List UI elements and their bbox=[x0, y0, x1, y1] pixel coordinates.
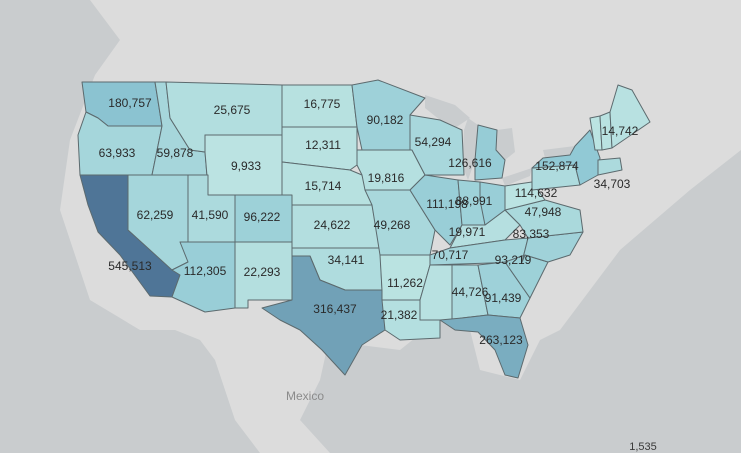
value-label-tn: 70,717 bbox=[431, 248, 469, 262]
pacific-ocean bbox=[0, 0, 260, 453]
value-label-tx: 316,437 bbox=[313, 302, 357, 316]
lake-erie bbox=[502, 168, 532, 186]
value-label-ky: 19,971 bbox=[448, 225, 486, 239]
value-label-sc: 93,219 bbox=[494, 253, 532, 267]
state-ga[interactable] bbox=[477, 261, 531, 319]
state-ma[interactable] bbox=[597, 157, 623, 176]
state-sd[interactable] bbox=[281, 126, 358, 171]
value-label-mo: 49,268 bbox=[373, 218, 411, 232]
value-label-nm: 22,293 bbox=[243, 265, 281, 279]
state-tx[interactable] bbox=[261, 255, 386, 376]
value-label-nd: 16,775 bbox=[303, 97, 341, 111]
value-label-id: 59,878 bbox=[156, 146, 194, 160]
value-label-va: 47,948 bbox=[524, 205, 562, 219]
states-layer bbox=[77, 79, 651, 379]
value-label-nv: 62,259 bbox=[136, 208, 174, 222]
value-label-ny: 152,874 bbox=[535, 159, 579, 173]
state-oh[interactable] bbox=[479, 181, 506, 226]
value-label-ne: 15,714 bbox=[304, 179, 342, 193]
value-label-in: 88,991 bbox=[455, 194, 493, 208]
value-label-wy: 9,933 bbox=[230, 159, 262, 173]
lake-superior bbox=[425, 95, 470, 128]
value-label-or: 63,933 bbox=[98, 146, 136, 160]
value-label-fl: 263,123 bbox=[479, 333, 523, 347]
value-label-il: 111,198 bbox=[426, 197, 468, 211]
lake-michigan bbox=[462, 118, 478, 180]
value-label-ia: 19,816 bbox=[367, 171, 405, 185]
state-fl[interactable] bbox=[439, 314, 529, 379]
atlantic-gulf-water bbox=[300, 150, 741, 453]
value-label-me: 14,742 bbox=[601, 124, 639, 138]
value-label-la: 21,382 bbox=[380, 308, 418, 322]
place-label-mexico: Mexico bbox=[285, 389, 325, 403]
value-label-ga: 91,439 bbox=[484, 291, 522, 305]
value-label-sd: 12,311 bbox=[305, 138, 341, 152]
value-label-mi: 126,616 bbox=[448, 156, 492, 170]
state-me[interactable] bbox=[609, 84, 651, 149]
value-label-nc: 83,353 bbox=[512, 227, 550, 241]
value-label-oh: 114,632 bbox=[514, 186, 558, 200]
value-label-wi: 54,294 bbox=[414, 135, 452, 149]
value-label-pa: 34,703 bbox=[593, 177, 631, 191]
value-label-ok: 34,141 bbox=[327, 253, 365, 267]
value-label-al: 44,726 bbox=[451, 285, 489, 299]
state-wi[interactable] bbox=[409, 114, 465, 176]
value-label-mn: 90,182 bbox=[366, 113, 404, 127]
value-label-az: 112,305 bbox=[183, 264, 227, 278]
value-label-wa: 180,757 bbox=[108, 96, 152, 110]
lake-huron bbox=[496, 128, 515, 160]
value-label-co: 96,222 bbox=[243, 210, 281, 224]
value-label-ca: 545,513 bbox=[108, 259, 152, 273]
value-label-ar: 11,262 bbox=[387, 276, 423, 290]
value-label-mt: 25,675 bbox=[213, 103, 251, 117]
state-mi[interactable] bbox=[474, 124, 506, 181]
value-label-ut: 41,590 bbox=[191, 208, 229, 222]
corner-value-label: 1,535 bbox=[629, 441, 657, 453]
value-label-ks: 24,622 bbox=[313, 218, 351, 232]
